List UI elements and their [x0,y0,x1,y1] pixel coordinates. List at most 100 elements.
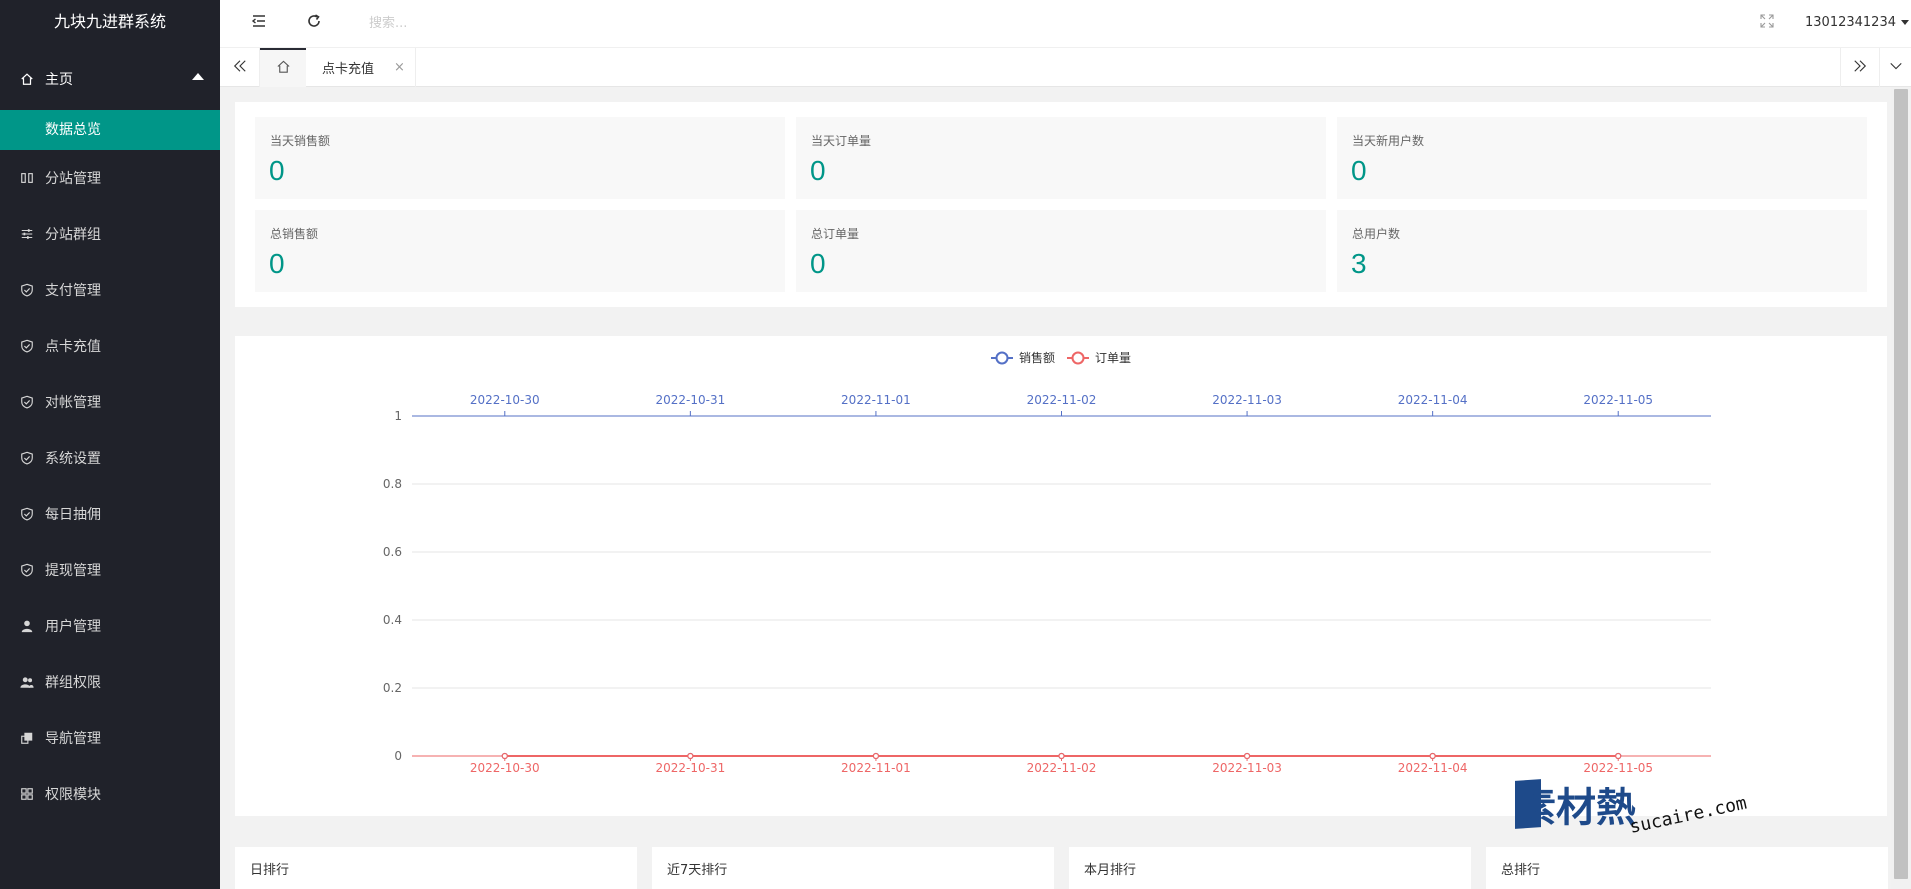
double-chevron-left-icon [233,59,247,77]
user-menu[interactable]: 13012341234 [1805,0,1911,45]
ranking-title: 总排行 [1501,863,1541,878]
stat-card: 总销售额 0 [255,210,785,292]
sidebar-item-label: 群组权限 [45,675,101,691]
user-icon [20,619,34,633]
sidebar-item-label: 主页 [45,71,73,88]
ranking-title: 近7天排行 [667,863,728,878]
sidebar-item-8[interactable]: 用户管理 [0,598,220,654]
app-title: 九块九进群系统 [53,12,166,31]
x-tick-label-bottom: 2022-11-05 [1583,761,1653,775]
home-icon [20,72,34,86]
sidebar-item-5[interactable]: 系统设置 [0,430,220,486]
stat-card: 总订单量 0 [796,210,1326,292]
sidebar-item-0[interactable]: 分站管理 [0,150,220,206]
scrollbar[interactable] [1891,87,1911,889]
y-tick-label: 1 [394,409,402,423]
sidebar-item-2[interactable]: 支付管理 [0,262,220,318]
tab-card-recharge[interactable]: 点卡充值 × [306,48,416,87]
stat-label: 当天订单量 [811,134,872,148]
ranking-panel: 本月排行 [1069,847,1471,889]
sidebar-item-label: 对帐管理 [45,395,101,411]
x-tick-label-top: 2022-11-02 [1027,393,1097,407]
shield-check-icon [20,507,34,521]
y-tick-label: 0 [394,749,402,763]
y-tick-label: 0.6 [383,545,402,559]
legend-marker [1071,351,1085,365]
tab-scroll-left-button[interactable] [220,48,260,87]
stat-label: 总订单量 [811,227,860,241]
tab-home[interactable] [260,48,306,87]
x-tick-label-bottom: 2022-11-01 [841,761,911,775]
data-point-1 [1615,752,1622,760]
sidebar-item-label: 支付管理 [45,283,101,299]
y-tick-label: 0.8 [383,477,402,491]
stat-value: 0 [810,155,826,186]
sidebar-item-label: 每日抽佣 [45,507,101,523]
data-point-1 [687,752,694,760]
x-tick-label-bottom: 2022-10-30 [470,761,540,775]
menu-toggle-button[interactable] [234,0,284,45]
x-tick-label-top: 2022-11-04 [1398,393,1468,407]
sidebar-item-7[interactable]: 提现管理 [0,542,220,598]
legend-marker [995,351,1009,365]
sidebar-subitem-overview[interactable]: 数据总览 [0,110,220,150]
sidebar-item-home[interactable]: 主页 [0,47,220,110]
refresh-button[interactable] [289,0,339,45]
sidebar-item-label: 权限模块 [45,787,101,803]
tab-label: 点卡充值 [322,62,375,77]
data-point-1 [1243,752,1251,760]
tab-menu-button[interactable] [1880,48,1911,87]
sidebar-item-6[interactable]: 每日抽佣 [0,486,220,542]
stat-label: 当天新用户数 [1352,134,1425,148]
data-point-1 [872,752,880,760]
x-tick-label-top: 2022-10-31 [655,393,725,407]
users-icon [20,675,34,689]
chart-panel: 0 0.2 0.4 0.6 0.8 1 2022-10-30 2022-10-30 2022-1… [235,336,1887,816]
sidebar-item-4[interactable]: 对帐管理 [0,374,220,430]
watermark-en: sucaire.com [1628,793,1749,838]
close-icon[interactable]: × [394,60,405,75]
double-chevron-right-icon [1853,59,1867,77]
indent-icon [251,13,267,33]
x-tick-label-top: 2022-11-03 [1212,393,1282,407]
sidebar-item-10[interactable]: 导航管理 [0,710,220,766]
home-icon [276,59,291,78]
data-point-1 [1058,752,1065,760]
x-tick-label-bottom: 2022-11-04 [1398,761,1468,775]
shield-check-icon [20,451,34,465]
stat-label: 当天销售额 [270,134,331,148]
shield-check-icon [20,339,34,353]
sidebar-item-label: 系统设置 [45,451,101,467]
stat-value: 0 [269,248,285,279]
ranking-panel: 近7天排行 [652,847,1054,889]
caret-up-icon [192,73,204,80]
sidebar-item-label: 分站群组 [45,227,101,243]
x-tick-label-bottom: 2022-10-31 [655,761,725,775]
stats-panel: 当天销售额 0 当天订单量 0 当天新用户数 0 总销售额 0 总订单量 0 总用户数 3 [235,102,1887,307]
sidebar-item-1[interactable]: 分站群组 [0,206,220,262]
fullscreen-button[interactable] [1742,0,1792,45]
sliders-icon [20,227,34,241]
sidebar-item-9[interactable]: 群组权限 [0,654,220,710]
ranking-title: 日排行 [250,863,290,878]
username: 13012341234 [1805,15,1896,30]
tab-scroll-right-button[interactable] [1840,48,1880,87]
columns-icon [20,171,34,185]
sales-orders-chart: 0 0.2 0.4 0.6 0.8 1 2022-10-30 2022-10-30 2022-1… [383,350,1711,775]
stat-value: 0 [1351,155,1367,186]
nav-icon [20,731,34,745]
modules-icon [20,787,34,801]
refresh-icon [306,13,322,33]
sidebar-item-11[interactable]: 权限模块 [0,766,220,822]
ranking-panel: 总排行 [1486,847,1888,889]
sidebar-item-3[interactable]: 点卡充值 [0,318,220,374]
scrollbar-thumb[interactable] [1894,89,1908,879]
fullscreen-icon [1759,13,1775,33]
ranking-panel: 日排行 [235,847,637,889]
sidebar-item-label: 点卡充值 [45,339,101,355]
sidebar-item-label: 提现管理 [45,563,101,579]
stat-card: 当天新用户数 0 [1337,117,1867,199]
stat-card: 当天订单量 0 [796,117,1326,199]
search-input[interactable] [369,12,669,34]
stat-label: 总用户数 [1352,227,1401,241]
